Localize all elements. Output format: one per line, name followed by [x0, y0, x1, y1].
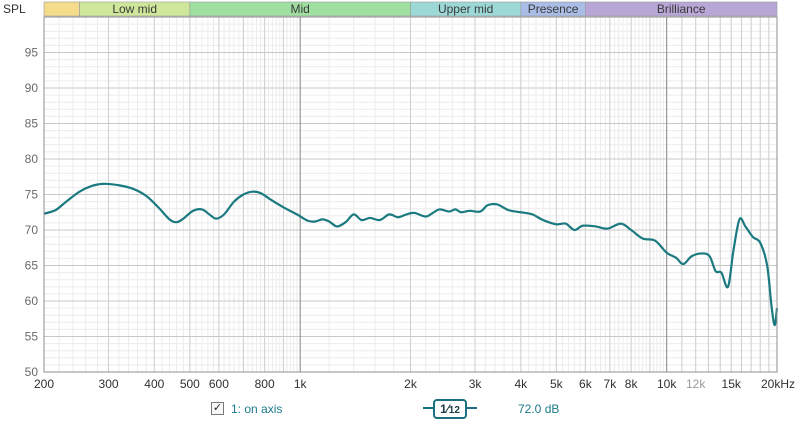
- band-label-4: Presence: [528, 2, 579, 16]
- legend-checkbox[interactable]: ✓: [211, 402, 224, 415]
- x-tick-label: 300: [99, 377, 119, 391]
- legend-series-label[interactable]: 1: on axis: [231, 402, 283, 416]
- y-tick-label: 90: [25, 81, 39, 95]
- x-tick-label: 3k: [469, 377, 483, 391]
- x-tick-label: 15k: [722, 377, 742, 391]
- smoothing-denominator: 12: [448, 405, 460, 416]
- y-tick-label: 55: [25, 330, 39, 344]
- legend-bar: ✓ 1: on axis 1⁄12 72.0 dB: [0, 398, 800, 424]
- y-tick-label: 60: [25, 294, 39, 308]
- y-tick-label: 95: [25, 46, 39, 60]
- x-tick-label: 200: [34, 377, 54, 391]
- gain-readout: 72.0 dB: [518, 402, 560, 416]
- band-label-1: Low mid: [112, 2, 157, 16]
- x-tick-label: 1k: [294, 377, 308, 391]
- band-label-3: Upper mid: [438, 2, 493, 16]
- band-0: [43, 1, 80, 17]
- y-tick-label: 85: [25, 117, 39, 131]
- x-tick-label: 500: [180, 377, 200, 391]
- x-tick-label: 2k: [404, 377, 418, 391]
- band-label-2: Mid: [291, 2, 310, 16]
- y-tick-label: 80: [25, 152, 39, 166]
- y-tick-label: 65: [25, 259, 39, 273]
- x-tick-label: 400: [144, 377, 164, 391]
- x-tick-label: 10k: [657, 377, 677, 391]
- y-axis-label: SPL: [3, 2, 26, 16]
- y-tick-label: 75: [25, 188, 39, 202]
- x-tick-label: 5k: [550, 377, 564, 391]
- x-tick-label: 12k: [686, 377, 706, 391]
- x-tick-label: 7k: [604, 377, 618, 391]
- smoothing-control[interactable]: 1⁄12: [423, 399, 477, 419]
- x-tick-label: 600: [209, 377, 229, 391]
- smoothing-line-left: [423, 407, 435, 409]
- series-line-0: [43, 182, 779, 327]
- x-tick-label: 8k: [625, 377, 639, 391]
- x-tick-label: 800: [255, 377, 275, 391]
- smoothing-numerator: 1: [440, 402, 447, 416]
- band-label-5: Brilliance: [657, 2, 706, 16]
- x-tick-label: 20kHz: [761, 377, 795, 391]
- smoothing-line-right: [465, 407, 477, 409]
- x-tick-label: 4k: [514, 377, 528, 391]
- x-tick-label: 6k: [579, 377, 593, 391]
- y-tick-label: 70: [25, 223, 39, 237]
- smoothing-button[interactable]: 1⁄12: [433, 399, 467, 419]
- plot-frame: [43, 16, 778, 373]
- frequency-response-chart: SPL Low mid Mid Upper mid Presence Brillianc…: [3, 1, 795, 391]
- y-tick-label: 50: [25, 365, 39, 379]
- band-5: [585, 1, 778, 17]
